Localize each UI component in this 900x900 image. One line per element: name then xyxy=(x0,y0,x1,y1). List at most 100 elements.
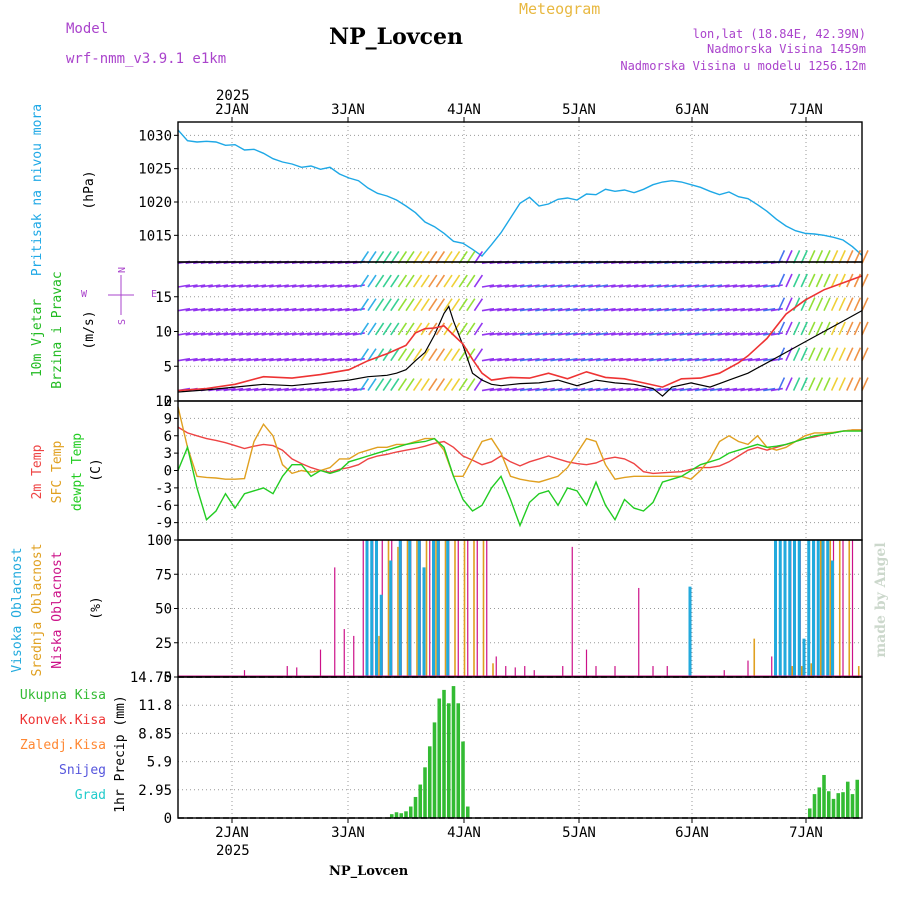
precip-bar xyxy=(812,794,817,818)
wind-arrow xyxy=(307,357,320,362)
wind-arrow xyxy=(276,357,289,362)
wind-ylabel-line2: Brzina i Pravac xyxy=(50,271,65,388)
wind-arrow xyxy=(185,357,198,362)
wind-arrow xyxy=(580,284,593,288)
wind-arrow xyxy=(595,387,609,392)
y-tick-label: -9 xyxy=(155,516,172,532)
panel-4: 0 2.95 5.9 8.85 11.8 14.75 xyxy=(130,670,862,827)
panel-3: 0 25 50 75 100 xyxy=(147,533,862,686)
precip-bar xyxy=(850,794,855,818)
temp-t2m-line xyxy=(177,426,862,475)
wind-arrow xyxy=(747,284,761,288)
y-tick-label: 14.75 xyxy=(130,670,172,686)
wind-arrow xyxy=(390,378,400,392)
wind-arrow xyxy=(641,284,654,288)
wind-arrow xyxy=(458,298,468,312)
y-tick-label: 75 xyxy=(155,567,172,583)
wind-arrow xyxy=(838,297,846,311)
wind-arrow xyxy=(359,298,370,312)
wind-arrow xyxy=(641,307,654,312)
wind-arrow xyxy=(382,378,392,392)
wind-arrow xyxy=(307,387,320,392)
wind-arrow xyxy=(709,387,723,392)
wind-arrow xyxy=(755,307,768,312)
wind-arrow xyxy=(792,273,801,288)
wind-arrow xyxy=(345,307,358,312)
y-tick-label: 2.95 xyxy=(138,783,172,799)
wind-arrow xyxy=(565,332,578,336)
wind-arrow xyxy=(808,377,816,391)
wind-arrow xyxy=(390,274,400,288)
panels: 1015102010251030051015-9-6-3036912025507… xyxy=(130,117,869,827)
wind-arrow xyxy=(504,284,517,288)
wind-arrow xyxy=(777,321,786,336)
panel-1: 0 5 10 15 xyxy=(155,250,869,410)
wind-arrow xyxy=(185,284,198,288)
wind-arrow xyxy=(185,307,198,312)
wind-arrow xyxy=(359,322,370,336)
wind-arrow xyxy=(618,307,631,312)
wind-arrow xyxy=(397,348,408,362)
wind-arrow xyxy=(450,298,461,312)
wind-arrow xyxy=(397,298,408,312)
wind-arrow xyxy=(815,250,824,264)
bottom-day-labels: 2JAN 3JAN 4JAN 5JAN 6JAN 7JAN xyxy=(215,825,823,841)
y-tick-label: 12 xyxy=(155,394,172,410)
wind-arrow xyxy=(633,357,647,362)
wind-arrow xyxy=(861,347,869,362)
wind-arrow xyxy=(717,357,730,362)
wind-arrow xyxy=(823,297,831,311)
precip-bar xyxy=(437,698,442,818)
y-tick-label: 9 xyxy=(164,411,172,427)
wind-arrow xyxy=(329,357,343,362)
precip-bar xyxy=(432,722,437,818)
wind-arrow xyxy=(450,348,461,362)
wind-arrow xyxy=(702,332,715,336)
wind-arrow xyxy=(314,284,327,288)
wind-arrow xyxy=(481,332,495,336)
wind-arrow xyxy=(466,378,476,392)
wind-arrow xyxy=(649,332,662,336)
wind-arrow xyxy=(428,298,438,312)
wind-arrow xyxy=(679,357,692,362)
wind-arrow xyxy=(649,284,662,288)
wind-arrow xyxy=(770,357,783,362)
wind-arrow xyxy=(481,387,495,392)
wind-arrow xyxy=(512,332,525,336)
wind-arrow xyxy=(815,347,824,362)
wind-arrow xyxy=(481,307,495,312)
precip-bar xyxy=(817,787,822,818)
wind-arrow xyxy=(808,250,816,264)
wind-arrow xyxy=(535,357,548,362)
wind-arrow xyxy=(246,387,259,392)
wind-arrow xyxy=(527,387,540,392)
wind-arrow xyxy=(763,307,776,312)
wind-arrow xyxy=(208,284,221,288)
y-tick-label: 5 xyxy=(164,359,172,375)
wind-arrow xyxy=(435,378,446,392)
wind-arrow xyxy=(458,322,468,336)
wind-arrow xyxy=(709,284,723,288)
wind-arrow xyxy=(763,387,776,392)
wind-arrow xyxy=(550,307,563,312)
wind-arrow xyxy=(633,332,647,336)
wind-arrow xyxy=(382,274,392,288)
wind-arrow xyxy=(588,332,601,336)
wind-arrow xyxy=(382,298,392,312)
wind-arrow xyxy=(519,332,533,336)
wind-arrow xyxy=(755,357,768,362)
wind-arrow xyxy=(815,273,824,288)
wind-arrow xyxy=(656,307,669,312)
wind-arrow xyxy=(481,284,495,288)
wind-arrow xyxy=(200,284,213,288)
wind-arrow xyxy=(740,284,753,288)
wind-arrow xyxy=(838,321,846,336)
wind-arrow xyxy=(352,307,365,312)
bottom-day-label: 4JAN xyxy=(447,825,481,841)
wind-arrow xyxy=(641,357,654,362)
wind-arrow xyxy=(846,297,854,311)
wind-arrow xyxy=(291,284,305,288)
wind-arrow xyxy=(633,284,647,288)
wind-arrow xyxy=(497,357,510,362)
wind-arrow xyxy=(435,298,446,312)
